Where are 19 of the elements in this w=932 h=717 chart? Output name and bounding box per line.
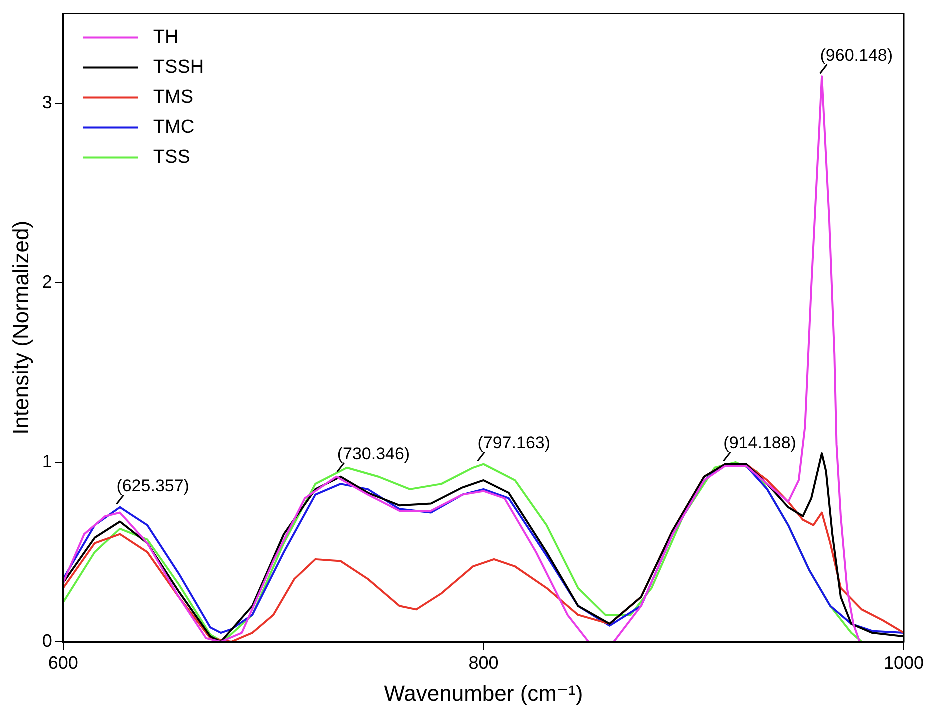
annotation: (914.188)	[724, 433, 796, 452]
legend-label: TMS	[153, 87, 194, 108]
legend-label: TMC	[153, 117, 195, 138]
x-tick-label: 1000	[884, 652, 924, 673]
legend-label: TSS	[153, 147, 190, 168]
annotation: (730.346)	[337, 444, 410, 464]
y-tick-label: 1	[42, 451, 52, 472]
x-tick-label: 800	[468, 652, 499, 673]
legend-label: TSSH	[153, 57, 204, 78]
legend-label: TH	[153, 27, 179, 48]
annotation: (960.148)	[820, 46, 894, 65]
y-axis-title: Intensity (Normalized)	[8, 220, 34, 435]
y-tick-label: 3	[42, 92, 52, 113]
x-tick-label: 600	[48, 652, 78, 673]
y-tick-label: 0	[42, 630, 52, 651]
y-tick-label: 2	[42, 272, 52, 292]
annotation: (797.163)	[478, 433, 551, 452]
x-axis-title: Wavenumber (cm⁻¹)	[384, 680, 584, 706]
annotation: (625.357)	[116, 476, 190, 496]
